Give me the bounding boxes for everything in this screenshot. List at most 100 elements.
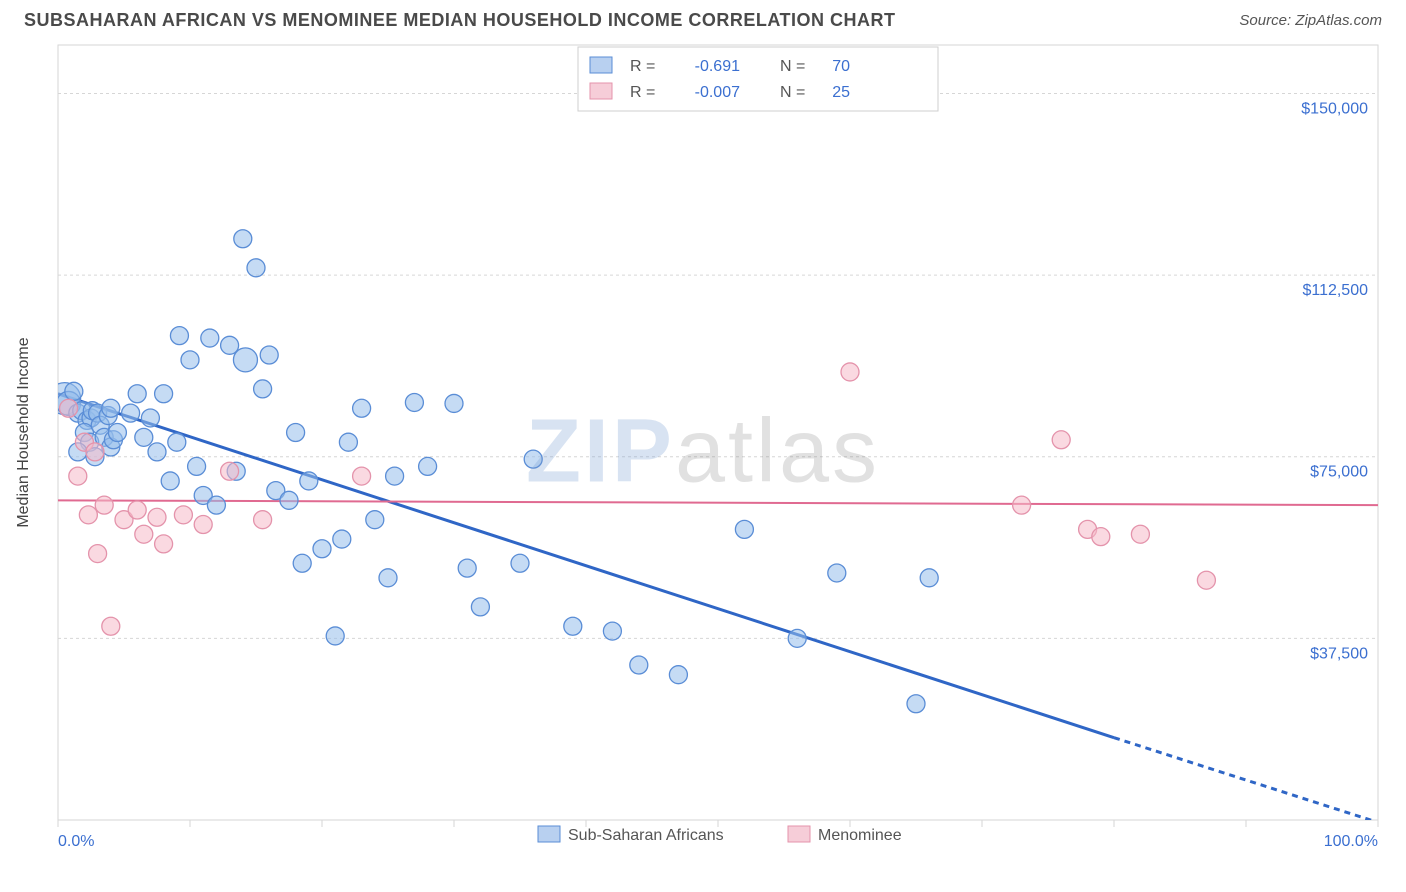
data-point: [148, 443, 166, 461]
data-point: [379, 569, 397, 587]
legend-swatch: [590, 57, 612, 73]
data-point: [1013, 496, 1031, 514]
data-point: [247, 259, 265, 277]
legend-swatch: [788, 826, 810, 842]
data-point: [603, 622, 621, 640]
chart-container: $37,500 $75,000 $112,500 $150,000 0.0% 100.0%…: [0, 37, 1406, 877]
data-point: [95, 496, 113, 514]
data-point: [60, 399, 78, 417]
data-point: [458, 559, 476, 577]
svg-text:N =: N =: [780, 58, 805, 75]
data-point: [313, 540, 331, 558]
data-point: [326, 627, 344, 645]
data-point: [353, 399, 371, 417]
y-tick-label: $112,500: [1302, 282, 1368, 299]
data-point: [828, 564, 846, 582]
data-point: [669, 666, 687, 684]
data-point: [161, 472, 179, 490]
x-label-right: 100.0%: [1324, 833, 1378, 850]
x-label-left: 0.0%: [58, 833, 94, 850]
chart-title: SUBSAHARAN AFRICAN VS MENOMINEE MEDIAN H…: [24, 10, 896, 31]
data-point: [102, 399, 120, 417]
y-tick-label: $150,000: [1301, 100, 1368, 117]
data-point: [287, 424, 305, 442]
data-point: [511, 554, 529, 572]
data-point: [405, 393, 423, 411]
stats-legend: R = -0.691 N = 70 R = -0.007 N = 25: [578, 47, 938, 111]
legend-swatch: [538, 826, 560, 842]
y-axis-label: Median Household Income: [15, 337, 32, 527]
data-point: [445, 394, 463, 412]
scatter-chart: $37,500 $75,000 $112,500 $150,000 0.0% 100.0%…: [0, 37, 1406, 877]
data-point: [920, 569, 938, 587]
data-point: [471, 598, 489, 616]
data-point: [630, 656, 648, 674]
svg-text:70: 70: [832, 58, 850, 75]
data-point: [128, 501, 146, 519]
data-point: [207, 496, 225, 514]
data-point: [735, 520, 753, 538]
data-point: [135, 428, 153, 446]
data-point: [128, 385, 146, 403]
data-point: [174, 506, 192, 524]
data-point: [1092, 528, 1110, 546]
data-point: [181, 351, 199, 369]
svg-text:-0.007: -0.007: [695, 84, 740, 101]
source-attribution: Source: ZipAtlas.com: [1239, 12, 1382, 29]
data-point: [194, 516, 212, 534]
y-tick-label: $75,000: [1310, 464, 1368, 481]
data-point: [841, 363, 859, 381]
data-point: [524, 450, 542, 468]
data-point: [201, 329, 219, 347]
data-point: [65, 382, 83, 400]
data-point: [233, 348, 257, 372]
data-point: [141, 409, 159, 427]
data-point: [1131, 525, 1149, 543]
legend-swatch: [590, 83, 612, 99]
data-point: [79, 506, 97, 524]
legend-label: Sub-Saharan Africans: [568, 827, 724, 844]
data-point: [221, 462, 239, 480]
source-site: ZipAtlas.com: [1295, 12, 1382, 29]
data-point: [89, 545, 107, 563]
plot-area: [58, 45, 1378, 820]
data-point: [788, 629, 806, 647]
data-point: [353, 467, 371, 485]
data-point: [102, 617, 120, 635]
series-legend: Sub-Saharan Africans Menominee: [538, 826, 902, 844]
data-point: [366, 511, 384, 529]
data-point: [155, 385, 173, 403]
svg-text:25: 25: [832, 84, 850, 101]
source-prefix: Source:: [1239, 12, 1295, 29]
data-point: [170, 327, 188, 345]
svg-text:R =: R =: [630, 84, 655, 101]
data-point: [1052, 431, 1070, 449]
data-point: [155, 535, 173, 553]
data-point: [135, 525, 153, 543]
svg-text:N =: N =: [780, 84, 805, 101]
svg-text:-0.691: -0.691: [695, 58, 740, 75]
data-point: [280, 491, 298, 509]
data-point: [1197, 571, 1215, 589]
data-point: [108, 424, 126, 442]
data-point: [333, 530, 351, 548]
data-point: [148, 508, 166, 526]
data-point: [254, 380, 272, 398]
data-point: [168, 433, 186, 451]
data-point: [122, 404, 140, 422]
data-point: [260, 346, 278, 364]
svg-text:R =: R =: [630, 58, 655, 75]
data-point: [293, 554, 311, 572]
data-point: [419, 457, 437, 475]
data-point: [339, 433, 357, 451]
data-point: [86, 443, 104, 461]
data-point: [188, 457, 206, 475]
legend-label: Menominee: [818, 827, 902, 844]
data-point: [300, 472, 318, 490]
data-point: [69, 467, 87, 485]
data-point: [564, 617, 582, 635]
y-tick-label: $37,500: [1310, 645, 1368, 662]
data-point: [386, 467, 404, 485]
data-point: [234, 230, 252, 248]
data-point: [254, 511, 272, 529]
